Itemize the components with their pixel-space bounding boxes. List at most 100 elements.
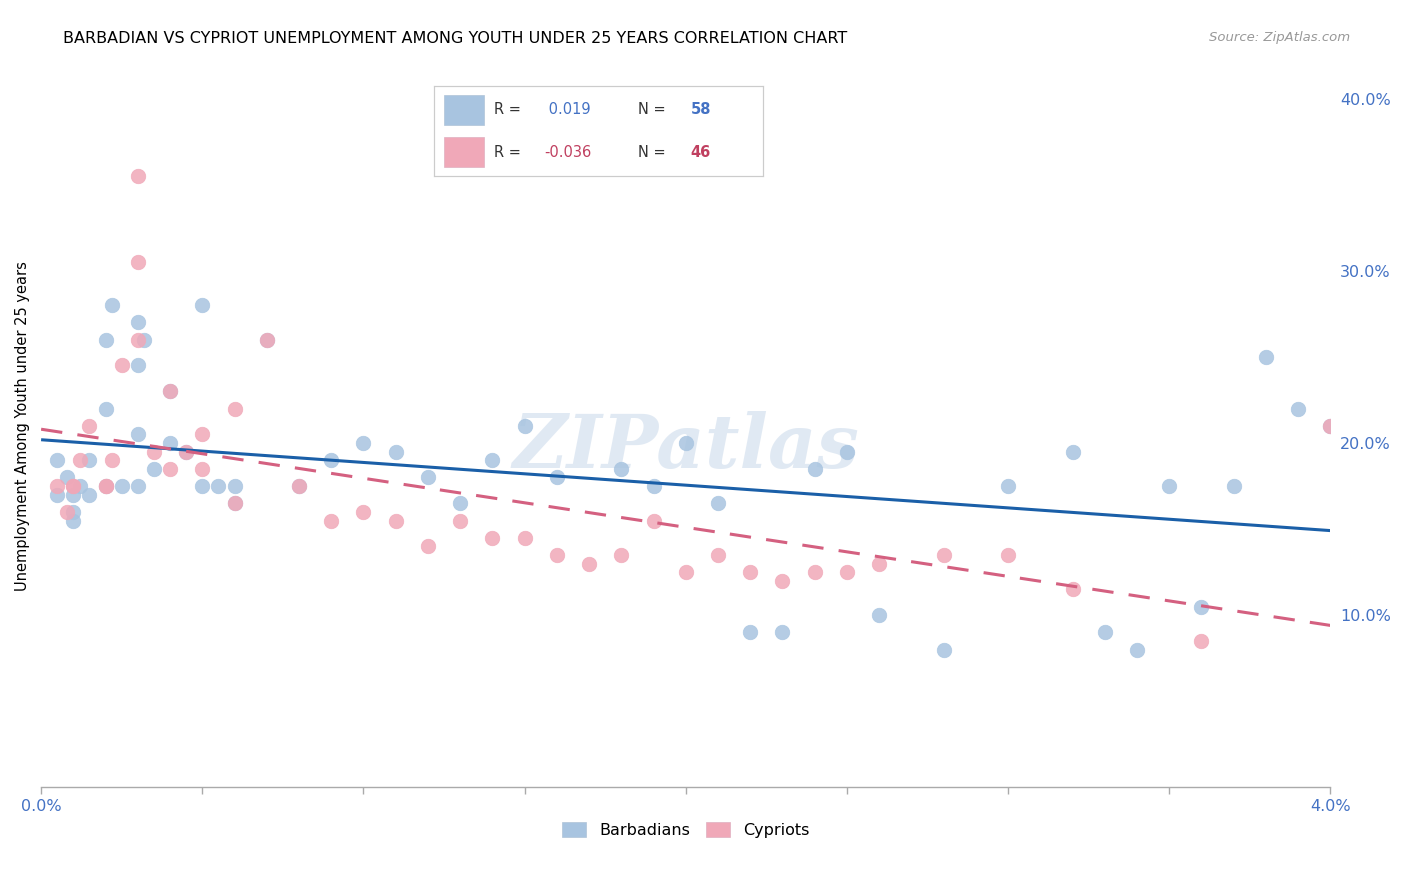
Point: [1062, 582, 1084, 597]
Point: [288, 479, 311, 493]
Point: [932, 642, 955, 657]
Point: [159, 384, 181, 399]
Point: [207, 479, 229, 493]
Point: [94, 479, 117, 493]
Point: [835, 444, 858, 458]
Point: [174, 444, 197, 458]
Point: [1254, 350, 1277, 364]
Point: [159, 462, 181, 476]
Point: [352, 436, 374, 450]
Point: [191, 427, 214, 442]
Point: [1062, 444, 1084, 458]
Point: [134, 333, 156, 347]
Point: [481, 453, 503, 467]
Point: [707, 496, 730, 510]
Point: [384, 514, 406, 528]
Point: [546, 548, 568, 562]
Point: [321, 514, 343, 528]
Point: [1319, 418, 1341, 433]
Point: [610, 548, 633, 562]
Point: [46, 453, 69, 467]
Point: [932, 548, 955, 562]
Point: [578, 557, 600, 571]
Point: [997, 548, 1019, 562]
Point: [675, 436, 697, 450]
Point: [835, 565, 858, 579]
Point: [740, 625, 762, 640]
Point: [142, 444, 165, 458]
Point: [1222, 479, 1244, 493]
Point: [416, 470, 439, 484]
Point: [449, 496, 471, 510]
Point: [79, 453, 101, 467]
Point: [1191, 599, 1213, 614]
Point: [94, 333, 117, 347]
Text: Source: ZipAtlas.com: Source: ZipAtlas.com: [1209, 31, 1350, 45]
Point: [46, 488, 69, 502]
Point: [675, 565, 697, 579]
Point: [610, 462, 633, 476]
Point: [94, 479, 117, 493]
Point: [643, 479, 665, 493]
Point: [772, 625, 794, 640]
Point: [1319, 418, 1341, 433]
Point: [127, 479, 149, 493]
Point: [1159, 479, 1181, 493]
Point: [416, 539, 439, 553]
Point: [546, 470, 568, 484]
Point: [740, 565, 762, 579]
Y-axis label: Unemployment Among Youth under 25 years: Unemployment Among Youth under 25 years: [15, 260, 30, 591]
Point: [69, 453, 91, 467]
Point: [191, 298, 214, 312]
Point: [224, 401, 246, 416]
Text: ZIPatlas: ZIPatlas: [512, 411, 859, 483]
Point: [62, 505, 84, 519]
Point: [997, 479, 1019, 493]
Point: [191, 462, 214, 476]
Point: [79, 418, 101, 433]
Point: [224, 496, 246, 510]
Point: [62, 479, 84, 493]
Point: [62, 479, 84, 493]
Point: [69, 479, 91, 493]
Point: [101, 298, 124, 312]
Point: [513, 531, 536, 545]
Point: [174, 444, 197, 458]
Point: [481, 531, 503, 545]
Point: [62, 514, 84, 528]
Point: [127, 427, 149, 442]
Point: [643, 514, 665, 528]
Point: [101, 453, 124, 467]
Point: [513, 418, 536, 433]
Point: [224, 496, 246, 510]
Point: [127, 359, 149, 373]
Point: [142, 462, 165, 476]
Point: [94, 479, 117, 493]
Point: [321, 453, 343, 467]
Point: [111, 359, 134, 373]
Point: [288, 479, 311, 493]
Point: [94, 401, 117, 416]
Point: [1286, 401, 1309, 416]
Point: [352, 505, 374, 519]
Point: [224, 479, 246, 493]
Point: [868, 608, 890, 623]
Point: [868, 557, 890, 571]
Point: [1126, 642, 1149, 657]
Point: [56, 470, 79, 484]
Point: [1094, 625, 1116, 640]
Point: [56, 505, 79, 519]
Point: [79, 488, 101, 502]
Point: [127, 333, 149, 347]
Point: [803, 462, 825, 476]
Text: BARBADIAN VS CYPRIOT UNEMPLOYMENT AMONG YOUTH UNDER 25 YEARS CORRELATION CHART: BARBADIAN VS CYPRIOT UNEMPLOYMENT AMONG …: [63, 31, 848, 46]
Point: [46, 479, 69, 493]
Legend: Barbadians, Cypriots: Barbadians, Cypriots: [555, 816, 815, 845]
Point: [803, 565, 825, 579]
Point: [256, 333, 278, 347]
Point: [384, 444, 406, 458]
Point: [707, 548, 730, 562]
Point: [127, 169, 149, 183]
Point: [772, 574, 794, 588]
Point: [127, 255, 149, 269]
